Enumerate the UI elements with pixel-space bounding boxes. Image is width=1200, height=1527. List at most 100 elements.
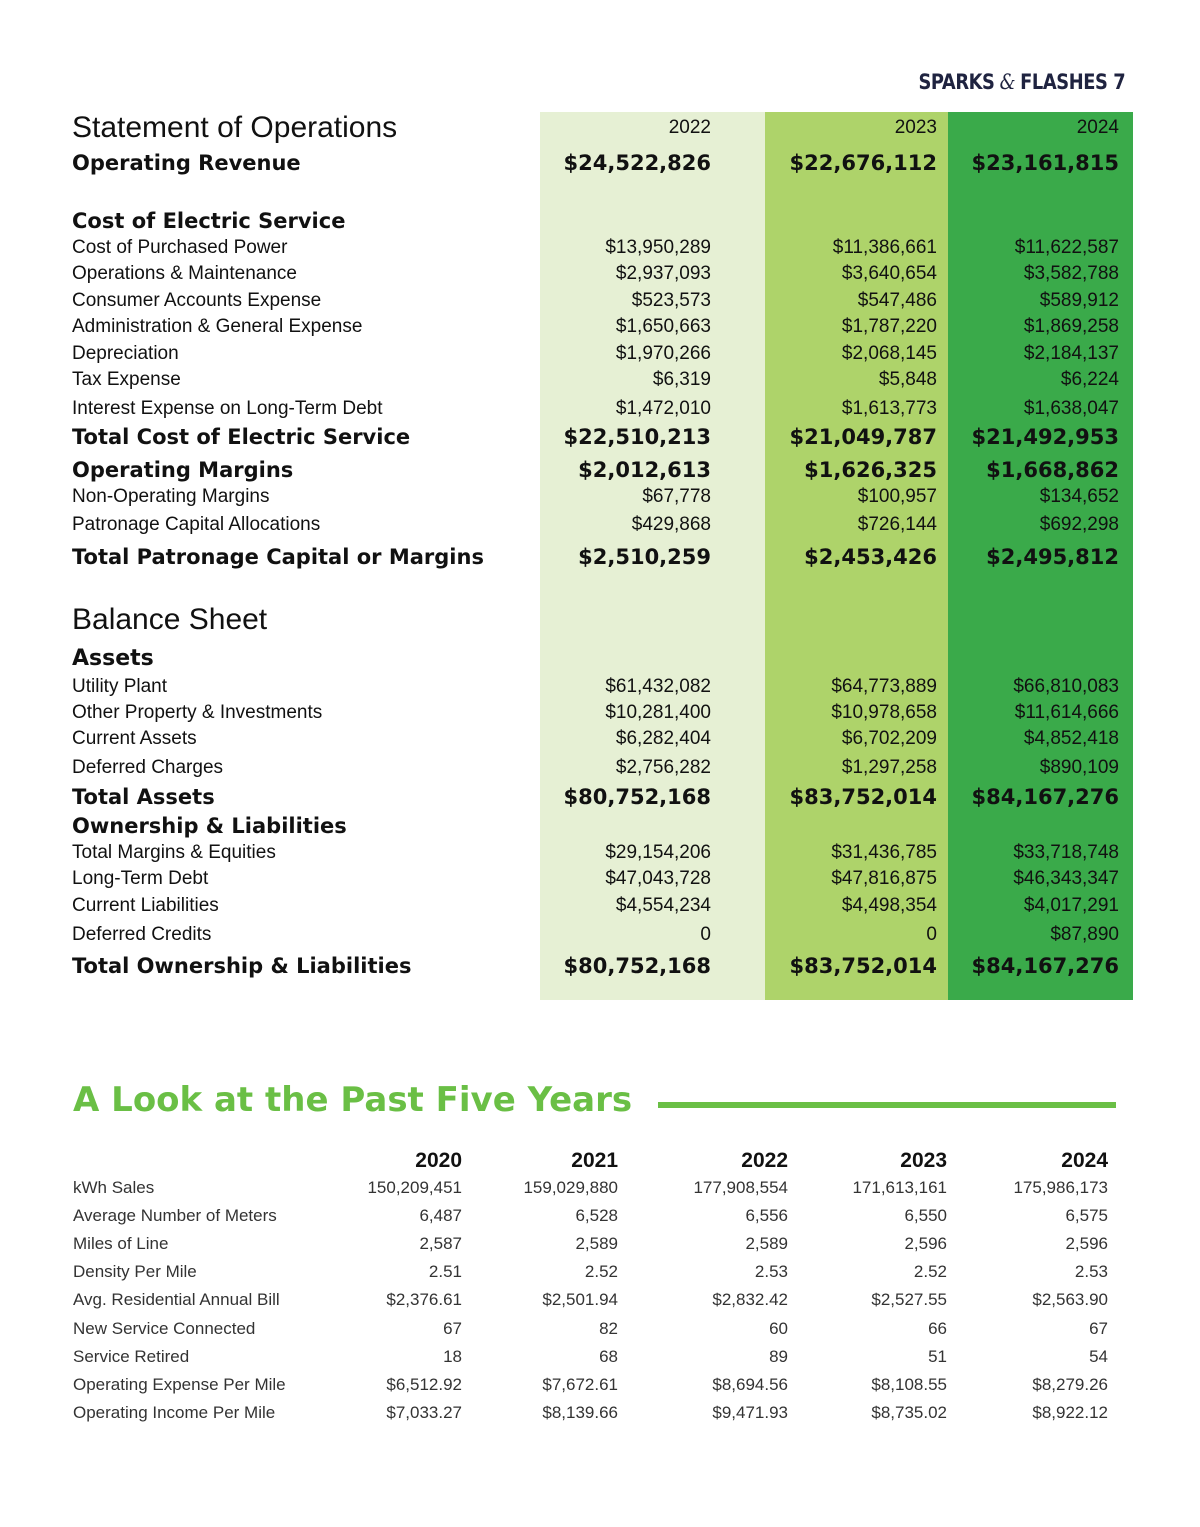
row-value-2022: $1,472,010 [615,398,711,419]
row-label: Tax Expense [72,369,181,390]
row-value-2022: 177,908,554 [693,1178,788,1197]
year-header: 2024 [1061,1149,1108,1172]
five-years-title: A Look at the Past Five Years [73,1080,633,1120]
row-value-2021: $2,501.94 [542,1290,618,1309]
statement-row: Operations & Maintenance $2,937,093 $3,640… [0,259,1200,289]
statement-row: Operating Revenue $24,522,826 $22,676,112 $… [0,148,1200,178]
row-label: Ownership & Liabilities [72,814,347,838]
row-value-2022: $61,432,082 [605,676,711,697]
row-value-2023: $726,144 [857,514,937,535]
row-label: New Service Connected [73,1319,256,1338]
row-value-2023: 2.52 [913,1262,947,1281]
statement-row: Assets [0,644,1200,674]
row-label: Operating Revenue [72,151,301,175]
page-number: 7 [1112,70,1125,94]
row-value-2024: $87,890 [1050,924,1119,945]
statement-row: Non-Operating Margins $67,778 $100,957 $134… [0,482,1200,512]
title-rule [658,1102,1116,1108]
row-label: Current Liabilities [72,895,219,916]
row-value-2023: $83,752,014 [789,954,937,978]
column-bg-2022 [540,112,765,1000]
row-value-2023: $47,816,875 [831,868,937,889]
header-ampersand: & [999,70,1015,94]
row-value-2023: $11,386,661 [832,237,937,258]
statement-row: Ownership & Liabilities [0,811,1200,841]
row-value-2022: 2,589 [745,1234,788,1253]
row-value-2022: $80,752,168 [563,785,711,809]
row-value-2024: 175,986,173 [1013,1178,1108,1197]
row-value-2024: $66,810,083 [1013,676,1119,697]
row-value-2020: 18 [443,1347,462,1366]
statement-row: Total Margins & Equities $29,154,206 $31,4… [0,838,1200,868]
row-value-2021: 6,528 [575,1206,618,1225]
row-value-2024: $4,852,418 [1023,728,1119,749]
row-value-2022: $67,778 [642,486,711,507]
row-value-2020: 150,209,451 [367,1178,462,1197]
statement-row: Total Patronage Capital or Margins $2,510… [0,542,1200,572]
row-label: Current Assets [72,728,197,749]
row-label: Operating Income Per Mile [73,1403,276,1422]
row-value-2022: $2,510,259 [578,545,711,569]
row-value-2020: $6,512.92 [386,1375,462,1394]
row-value-2022: 6,556 [745,1206,788,1225]
row-value-2021: 2,589 [575,1234,618,1253]
row-value-2023: $1,787,220 [841,316,937,337]
row-label: Non-Operating Margins [72,486,270,507]
row-value-2022: 89 [769,1347,788,1366]
statement-row: Operating Margins $2,012,613 $1,626,325 $1,… [0,455,1200,485]
row-value-2024: $33,718,748 [1013,842,1119,863]
row-label: Total Patronage Capital or Margins [72,545,484,569]
row-value-2020: 67 [443,1319,462,1338]
five-years-row: Avg. Residential Annual Bill $2,376.61 $2,… [0,1287,1200,1313]
row-value-2022: 60 [769,1319,788,1338]
row-label: Total Cost of Electric Service [72,425,411,449]
row-value-2023: $3,640,654 [841,263,937,284]
row-label: Balance Sheet [72,603,268,636]
row-value-2021: 82 [599,1319,618,1338]
row-value-2023: 2,596 [904,1234,947,1253]
row-label: Cost of Purchased Power [72,237,288,258]
row-label: Density Per Mile [73,1262,197,1281]
statement-row: Administration & General Expense $1,650,6… [0,312,1200,342]
five-years-row: Density Per Mile 2.51 2.52 2.53 2.52 2.53 [0,1259,1200,1285]
row-label: Total Margins & Equities [72,842,276,863]
row-label: Cost of Electric Service [72,209,346,233]
row-value-2022: 2.53 [754,1262,788,1281]
row-label: Patronage Capital Allocations [72,514,321,535]
statement-row: Balance Sheet [0,605,1200,635]
row-value-2024: $23,161,815 [971,151,1119,175]
row-value-2024: $1,638,047 [1023,398,1119,419]
row-value-2024: $46,343,347 [1013,868,1119,889]
row-value-2024: $1,668,862 [986,458,1119,482]
row-value-2023: 51 [928,1347,947,1366]
row-label: Assets [72,646,154,671]
row-label: Operating Margins [72,458,294,482]
statement-row: Total Cost of Electric Service $22,510,21… [0,422,1200,452]
row-label: Miles of Line [73,1234,169,1253]
row-label: Consumer Accounts Expense [72,290,322,311]
year-header: 2020 [415,1149,462,1172]
row-value-2021: $7,672.61 [542,1375,618,1394]
row-value-2022: $523,573 [631,290,711,311]
row-value-2024: $1,869,258 [1023,316,1119,337]
row-label: Deferred Charges [72,757,224,778]
row-value-2023: $10,978,658 [831,702,937,723]
row-value-2022: $80,752,168 [563,954,711,978]
row-value-2024: 6,575 [1065,1206,1108,1225]
five-years-row: New Service Connected 67 82 60 66 67 [0,1316,1200,1342]
row-value-2024: $8,922.12 [1032,1403,1108,1422]
row-label: Administration & General Expense [72,316,363,337]
column-bg-2023 [765,112,948,1000]
row-value-2021: $8,139.66 [542,1403,618,1422]
row-value-2023: $83,752,014 [789,785,937,809]
statement-row: Cost of Purchased Power $13,950,289 $11,38… [0,233,1200,263]
row-value-2023: $2,068,145 [841,343,937,364]
row-value-2022: $24,522,826 [563,151,711,175]
row-value-2023: 66 [928,1319,947,1338]
row-label: Deferred Credits [72,924,212,945]
row-value-2023: 0 [926,924,937,945]
row-label: Other Property & Investments [72,702,323,723]
row-value-2022: $13,950,289 [605,237,711,258]
statement-row: Depreciation $1,970,266 $2,068,145 $2,184,1… [0,339,1200,369]
